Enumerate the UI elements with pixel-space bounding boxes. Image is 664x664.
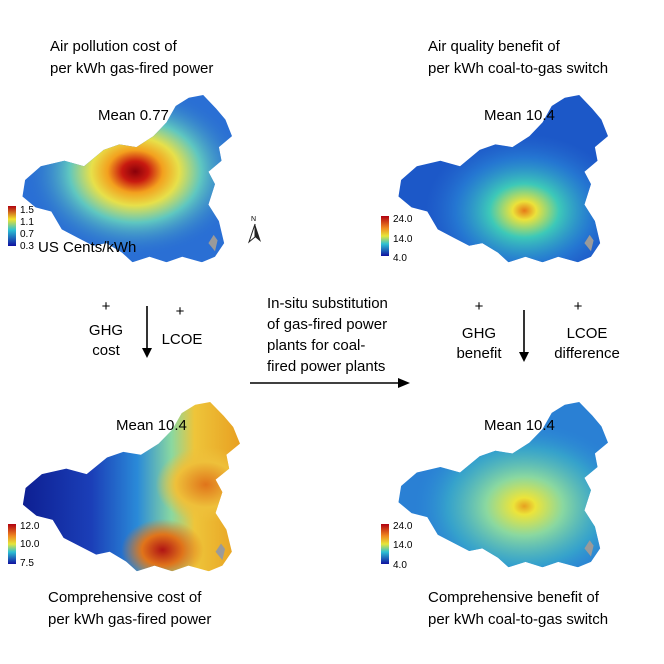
map-air-quality-benefit (398, 95, 608, 263)
colorbar-tick: 7.5 (20, 558, 34, 569)
substitution-text-line2: of gas-fired power (267, 316, 388, 333)
colorbar (381, 524, 389, 564)
colorbar-tick: 1.5 (20, 205, 34, 216)
arrow-right-icon (250, 378, 410, 388)
taiwan-shape (215, 543, 226, 561)
map-comprehensive-cost (22, 402, 240, 572)
arrow-down-icon (519, 310, 529, 362)
colorbar-tick: 14.0 (393, 234, 413, 245)
colorbar-tick: 12.0 (20, 521, 40, 532)
colorbar-tick: 10.0 (20, 539, 40, 550)
taiwan-shape (584, 540, 594, 557)
plus-sign: + (474, 298, 484, 315)
colorbar (381, 216, 389, 256)
substitution-text-line3: plants for coal- (267, 337, 366, 354)
colorbar (8, 206, 16, 246)
map-air-pollution-cost (22, 95, 232, 263)
panel-title-line2: per kWh gas-fired power (48, 611, 212, 628)
map-comprehensive-benefit (398, 402, 608, 568)
plus-sign: + (101, 298, 111, 315)
taiwan-shape (584, 234, 594, 252)
colorbar-tick: 4.0 (393, 253, 407, 264)
mean-label: Mean 10.4 (484, 417, 555, 434)
mean-label: Mean 10.4 (116, 417, 187, 434)
ghg-benefit-label: GHG (461, 325, 497, 342)
unit-label: US Cents/kWh (38, 239, 137, 256)
lcoe-difference-label: LCOE (566, 325, 608, 342)
colorbar-tick: 4.0 (393, 560, 407, 571)
substitution-text-line1: In-situ substitution (267, 295, 388, 312)
panel-title-line1: Air pollution cost of (50, 38, 177, 55)
mean-label: Mean 10.4 (484, 107, 555, 124)
arrow-down-icon (142, 306, 152, 358)
colorbar-tick: 0.3 (20, 241, 34, 252)
panel-title-line1: Comprehensive cost of (48, 589, 202, 606)
ghg-cost-label: cost (92, 342, 120, 359)
colorbar-tick: 1.1 (20, 217, 34, 228)
panel-title-line1: Air quality benefit of (428, 38, 560, 55)
plus-sign: + (573, 298, 583, 315)
lcoe-difference-label: difference (554, 345, 620, 362)
north-label: N (251, 216, 257, 223)
substitution-text-line4: fired power plants (267, 358, 386, 375)
panel-title-line2: per kWh coal-to-gas switch (428, 611, 609, 628)
lcoe-label: LCOE (161, 331, 203, 348)
panel-title-line2: per kWh coal-to-gas switch (428, 60, 609, 77)
ghg-benefit-label: benefit (456, 345, 502, 362)
panel-title-line1: Comprehensive benefit of (428, 589, 599, 606)
colorbar-tick: 24.0 (393, 214, 413, 225)
ghg-cost-label: GHG (88, 322, 124, 339)
colorbar-tick: 24.0 (393, 521, 413, 532)
colorbar (8, 524, 16, 564)
panel-title-line2: per kWh gas-fired power (50, 60, 214, 77)
north-arrow-icon (247, 223, 261, 244)
colorbar-tick: 14.0 (393, 540, 413, 551)
plus-sign: + (175, 303, 185, 320)
mean-label: Mean 0.77 (98, 107, 169, 124)
colorbar-tick: 0.7 (20, 229, 34, 240)
taiwan-shape (208, 234, 218, 252)
